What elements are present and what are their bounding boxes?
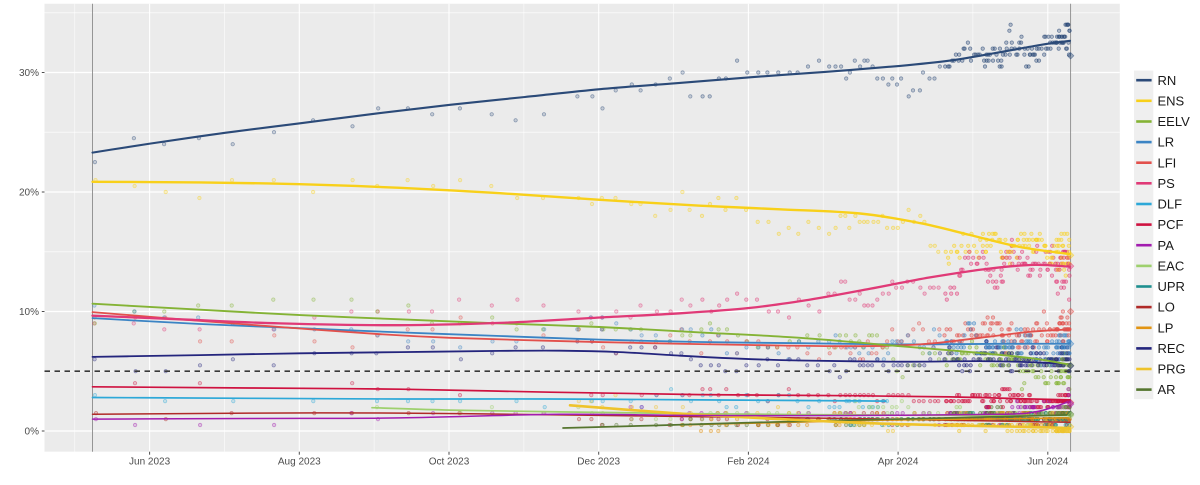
svg-text:LFI: LFI [1158, 155, 1177, 170]
svg-text:Dec 2023: Dec 2023 [577, 457, 620, 468]
svg-text:20%: 20% [19, 188, 39, 199]
svg-text:Apr 2024: Apr 2024 [878, 457, 919, 468]
svg-text:PCF: PCF [1158, 217, 1184, 232]
svg-text:EAC: EAC [1158, 259, 1185, 274]
svg-text:Jun 2023: Jun 2023 [129, 457, 171, 468]
svg-text:Oct 2023: Oct 2023 [429, 457, 470, 468]
svg-text:Jun 2024: Jun 2024 [1027, 457, 1069, 468]
svg-text:RN: RN [1158, 73, 1177, 88]
svg-text:PA: PA [1158, 238, 1175, 253]
svg-text:LO: LO [1158, 300, 1175, 315]
svg-text:PRG: PRG [1158, 362, 1186, 377]
svg-text:ENS: ENS [1158, 93, 1185, 108]
svg-text:30%: 30% [19, 68, 39, 79]
svg-text:AR: AR [1158, 382, 1176, 397]
svg-text:Feb 2024: Feb 2024 [727, 457, 770, 468]
svg-text:10%: 10% [19, 307, 39, 318]
svg-text:EELV: EELV [1158, 114, 1191, 129]
svg-text:0%: 0% [25, 427, 40, 438]
svg-text:DLF: DLF [1158, 197, 1183, 212]
svg-text:LP: LP [1158, 320, 1174, 335]
svg-text:LR: LR [1158, 135, 1175, 150]
svg-text:REC: REC [1158, 341, 1185, 356]
svg-text:UPR: UPR [1158, 279, 1185, 294]
svg-text:Aug 2023: Aug 2023 [278, 457, 321, 468]
svg-text:PS: PS [1158, 176, 1176, 191]
